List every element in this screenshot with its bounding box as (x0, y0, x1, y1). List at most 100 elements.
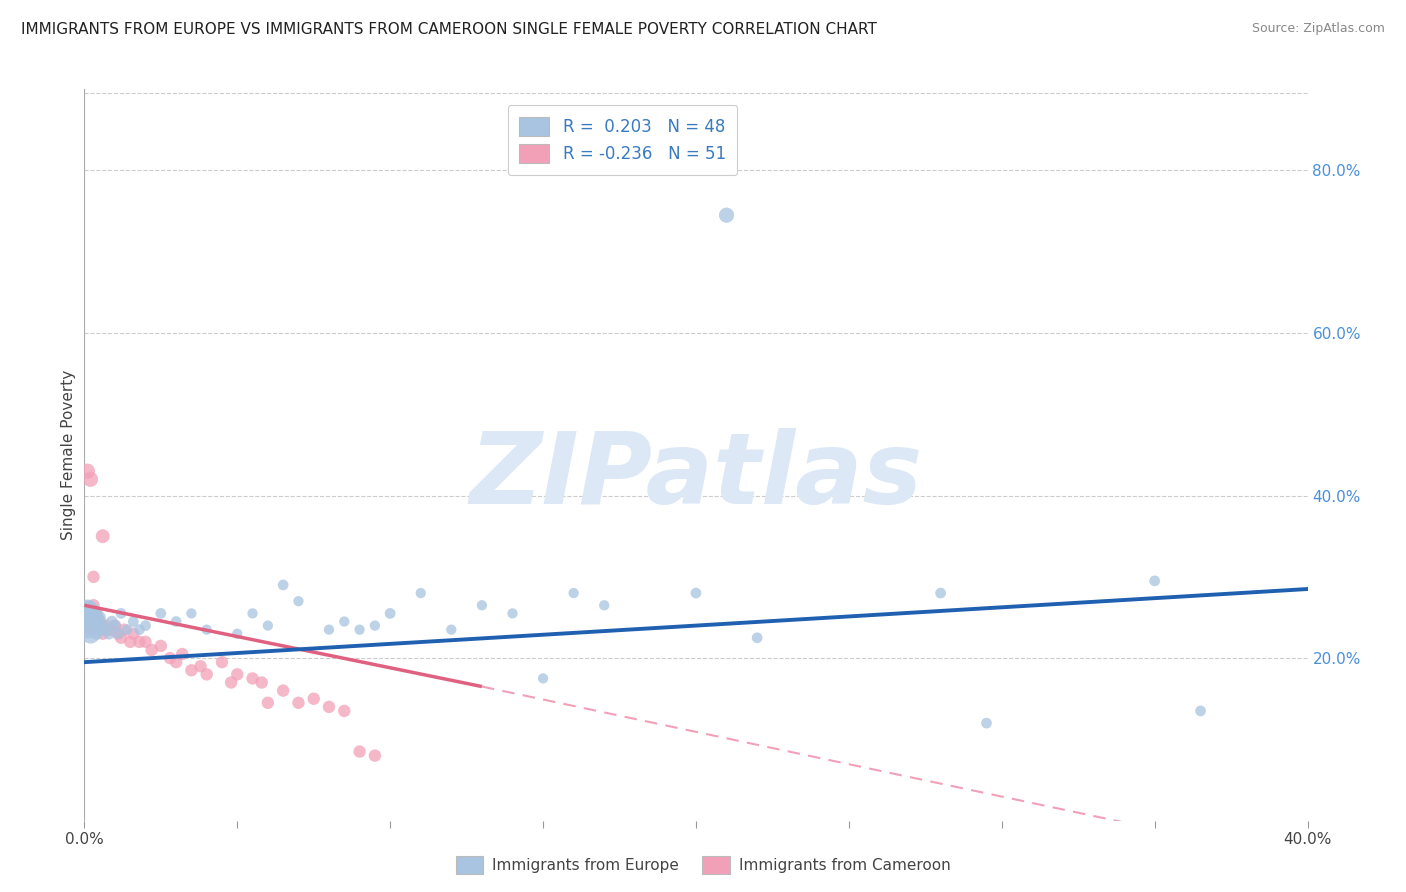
Point (349, 623, 371, 637)
Point (333, 615, 356, 629)
Point (242, 672, 264, 686)
Point (562, 586, 585, 600)
Legend: Immigrants from Europe, Immigrants from Cameroon: Immigrants from Europe, Immigrants from … (450, 850, 956, 880)
Point (76, 623, 98, 637)
Point (159, 651, 181, 665)
Point (86, 626, 108, 640)
Point (79, 626, 101, 640)
Point (716, 208, 738, 222)
Point (747, 631, 769, 645)
Point (94, 623, 117, 637)
Point (471, 599, 494, 613)
Point (107, 626, 129, 640)
Point (83, 610, 105, 624)
Point (128, 635, 150, 649)
Point (120, 635, 142, 649)
Point (76, 618, 98, 632)
Point (79, 615, 101, 629)
Point (79, 602, 101, 616)
Point (104, 618, 127, 632)
Legend: R =  0.203   N = 48, R = -0.236   N = 51: R = 0.203 N = 48, R = -0.236 N = 51 (508, 105, 738, 175)
Point (190, 659, 212, 673)
Point (149, 639, 172, 653)
Point (165, 615, 187, 629)
Point (83, 570, 105, 584)
Point (165, 655, 187, 669)
Point (364, 748, 387, 763)
Point (318, 623, 340, 637)
Point (1189, 704, 1212, 718)
Point (94, 618, 117, 632)
Point (593, 599, 616, 613)
Point (122, 615, 145, 629)
Point (91, 529, 114, 543)
Text: ZIPatlas: ZIPatlas (470, 428, 922, 525)
Point (97, 626, 120, 640)
Point (976, 716, 998, 731)
Point (86, 615, 108, 629)
Point (89, 610, 111, 624)
Point (141, 643, 163, 657)
Point (76, 464, 98, 478)
Point (219, 675, 242, 690)
Point (79, 615, 101, 629)
Point (318, 699, 340, 714)
Point (91, 618, 114, 632)
Point (76, 607, 98, 621)
Point (135, 618, 157, 632)
Point (79, 472, 101, 486)
Point (226, 626, 249, 640)
Point (83, 599, 105, 613)
Point (76, 615, 98, 629)
Point (364, 618, 387, 632)
Point (502, 607, 524, 621)
Point (89, 623, 111, 637)
Point (211, 655, 233, 669)
Point (83, 607, 105, 621)
Point (76, 602, 98, 616)
Point (1143, 574, 1166, 588)
Point (101, 615, 124, 629)
Point (149, 607, 172, 621)
Point (271, 578, 294, 592)
Point (409, 586, 432, 600)
Point (122, 626, 145, 640)
Point (83, 618, 105, 632)
Point (195, 623, 218, 637)
Text: Source: ZipAtlas.com: Source: ZipAtlas.com (1251, 22, 1385, 36)
Point (287, 696, 309, 710)
Text: IMMIGRANTS FROM EUROPE VS IMMIGRANTS FROM CAMEROON SINGLE FEMALE POVERTY CORRELA: IMMIGRANTS FROM EUROPE VS IMMIGRANTS FRO… (21, 22, 877, 37)
Point (180, 607, 202, 621)
Point (250, 675, 273, 690)
Point (79, 610, 101, 624)
Point (128, 623, 150, 637)
Point (86, 607, 108, 621)
Point (195, 667, 218, 681)
Point (380, 607, 402, 621)
Point (76, 615, 98, 629)
Point (929, 586, 952, 600)
Point (685, 586, 707, 600)
Point (110, 607, 132, 621)
Point (104, 618, 127, 632)
Point (101, 623, 124, 637)
Point (107, 626, 129, 640)
Point (226, 667, 249, 681)
Point (115, 623, 138, 637)
Point (89, 615, 111, 629)
Point (76, 607, 98, 621)
Point (86, 618, 108, 632)
Point (440, 623, 463, 637)
Point (110, 631, 132, 645)
Point (349, 745, 371, 759)
Point (531, 672, 554, 686)
Y-axis label: Single Female Poverty: Single Female Poverty (60, 370, 76, 540)
Point (97, 623, 120, 637)
Point (257, 618, 280, 632)
Point (94, 623, 117, 637)
Point (287, 594, 309, 608)
Point (180, 663, 202, 677)
Point (242, 607, 264, 621)
Point (86, 610, 108, 624)
Point (333, 704, 356, 718)
